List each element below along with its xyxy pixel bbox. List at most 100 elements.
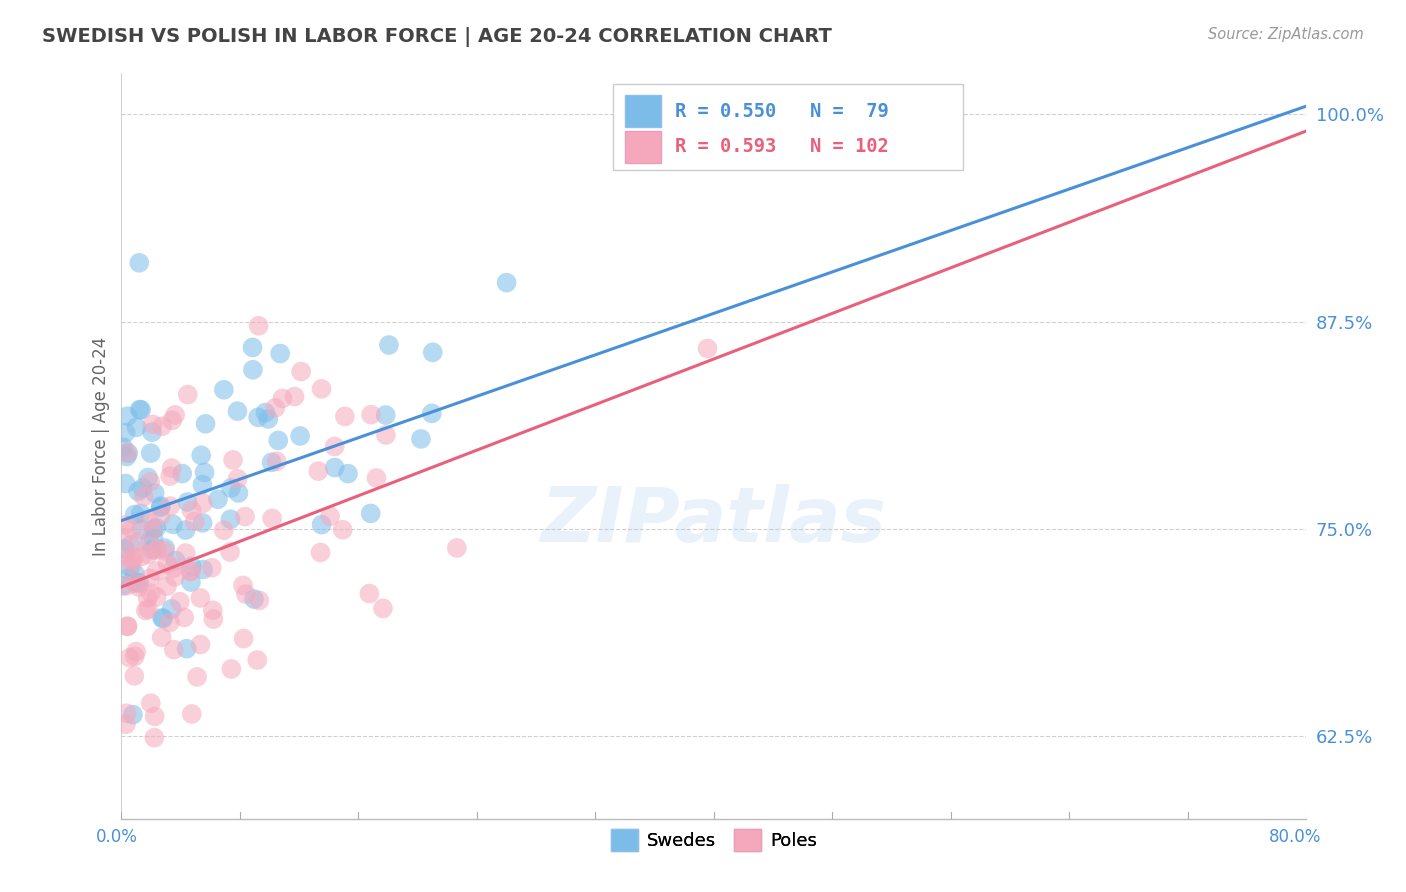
Point — [117, 619, 139, 633]
Point — [159, 615, 181, 630]
Point — [173, 610, 195, 624]
Point — [201, 603, 224, 617]
Point — [141, 425, 163, 439]
Point — [222, 453, 245, 467]
Point — [271, 392, 294, 406]
Point — [371, 601, 394, 615]
Point — [247, 410, 270, 425]
Point — [194, 417, 217, 431]
Point — [359, 586, 381, 600]
Point — [177, 387, 200, 401]
Point — [129, 507, 152, 521]
Point — [165, 553, 187, 567]
Text: R = 0.550   N =  79: R = 0.550 N = 79 — [675, 102, 889, 120]
Point — [114, 476, 136, 491]
Point — [332, 523, 354, 537]
FancyBboxPatch shape — [626, 95, 661, 127]
Point — [311, 382, 333, 396]
Point — [124, 508, 146, 522]
Point — [145, 521, 167, 535]
Point — [160, 413, 183, 427]
Point — [262, 511, 284, 525]
Point — [201, 561, 224, 575]
Point — [163, 570, 186, 584]
Point — [128, 402, 150, 417]
Point — [190, 638, 212, 652]
Point — [124, 576, 146, 591]
Point — [156, 579, 179, 593]
Point — [124, 669, 146, 683]
Point — [112, 441, 135, 455]
Point — [180, 559, 202, 574]
Point — [176, 641, 198, 656]
Point — [264, 401, 287, 415]
Point — [150, 419, 173, 434]
Point — [219, 545, 242, 559]
Point — [163, 642, 186, 657]
Point — [146, 541, 169, 556]
Point — [191, 516, 214, 530]
Point — [174, 523, 197, 537]
Point — [333, 409, 356, 424]
Point — [180, 564, 202, 578]
Point — [191, 496, 214, 510]
Point — [202, 612, 225, 626]
Text: R = 0.593   N = 102: R = 0.593 N = 102 — [675, 136, 889, 155]
Point — [129, 523, 152, 537]
Point — [139, 696, 162, 710]
Legend: Swedes, Poles: Swedes, Poles — [603, 822, 824, 858]
Point — [115, 717, 138, 731]
Point — [143, 486, 166, 500]
Point — [115, 548, 138, 562]
Point — [150, 611, 173, 625]
Point — [136, 470, 159, 484]
Point — [160, 461, 183, 475]
Point — [138, 535, 160, 549]
Point — [132, 490, 155, 504]
Point — [188, 591, 211, 605]
Point — [124, 566, 146, 581]
Point — [139, 446, 162, 460]
Point — [257, 412, 280, 426]
Point — [219, 512, 242, 526]
Point — [226, 404, 249, 418]
Point — [228, 486, 250, 500]
Point — [117, 571, 139, 585]
Point — [114, 541, 136, 556]
Y-axis label: In Labor Force | Age 20-24: In Labor Force | Age 20-24 — [93, 336, 110, 556]
Point — [124, 649, 146, 664]
Point — [111, 531, 134, 545]
Point — [360, 507, 382, 521]
Point — [125, 575, 148, 590]
Point — [117, 619, 139, 633]
Point — [136, 591, 159, 605]
Point — [152, 611, 174, 625]
Point — [283, 390, 305, 404]
Point — [127, 484, 149, 499]
Point — [254, 406, 277, 420]
Point — [117, 409, 139, 424]
Point — [260, 455, 283, 469]
Point — [114, 425, 136, 440]
Point — [374, 428, 396, 442]
Point — [159, 499, 181, 513]
Point — [180, 503, 202, 517]
Point — [138, 514, 160, 528]
Point — [190, 448, 212, 462]
Point — [120, 552, 142, 566]
Point — [120, 538, 142, 552]
Point — [243, 592, 266, 607]
Point — [232, 632, 254, 646]
Point — [232, 578, 254, 592]
Point — [128, 256, 150, 270]
Point — [141, 524, 163, 538]
Point — [115, 446, 138, 460]
Point — [145, 564, 167, 578]
Point — [221, 662, 243, 676]
Point — [121, 558, 143, 572]
Point — [337, 467, 360, 481]
Point — [145, 543, 167, 558]
Point — [183, 514, 205, 528]
Point — [169, 595, 191, 609]
Point — [162, 517, 184, 532]
